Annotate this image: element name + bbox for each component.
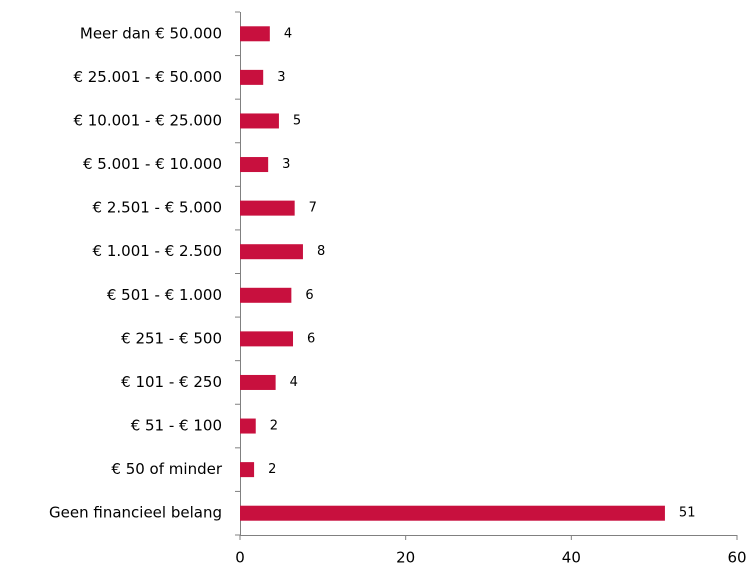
bar: [240, 505, 665, 521]
bar: [240, 113, 279, 129]
category-label: € 10.001 - € 25.000: [73, 111, 222, 129]
data-label: 5: [293, 113, 301, 128]
data-label: 6: [307, 331, 315, 346]
data-label: 51: [679, 506, 696, 521]
category-label: € 5.001 - € 10.000: [83, 155, 222, 173]
data-label: 3: [282, 157, 290, 172]
x-tick-label: 20: [396, 549, 415, 567]
category-label: € 51 - € 100: [131, 417, 222, 435]
x-tick-label: 0: [235, 549, 245, 567]
bar: [240, 200, 295, 216]
x-tick-label: 40: [562, 549, 581, 567]
data-label: 8: [317, 244, 325, 259]
category-label: Geen financieel belang: [49, 504, 222, 522]
data-label: 7: [309, 201, 317, 216]
category-label: € 50 of minder: [111, 460, 222, 478]
category-label: € 101 - € 250: [121, 373, 222, 391]
data-label: 3: [277, 70, 285, 85]
category-label: € 251 - € 500: [121, 329, 222, 347]
bar: [240, 287, 292, 303]
bar: [240, 331, 294, 347]
bar: [240, 462, 255, 478]
data-label: 4: [290, 375, 298, 390]
bar: [240, 244, 303, 260]
bar: [240, 26, 270, 42]
category-label: € 25.001 - € 50.000: [73, 68, 222, 86]
bar: [240, 418, 256, 434]
bar: [240, 157, 269, 173]
data-label: 2: [270, 419, 278, 434]
data-label: 2: [268, 462, 276, 477]
category-label: € 1.001 - € 2.500: [93, 242, 222, 260]
bar: [240, 374, 276, 390]
category-label: Meer dan € 50.000: [80, 24, 222, 42]
data-label: 6: [305, 288, 313, 303]
x-tick-label: 60: [727, 549, 746, 567]
bar: [240, 69, 264, 85]
category-label: € 2.501 - € 5.000: [93, 199, 222, 217]
data-label: 4: [284, 26, 292, 41]
category-label: € 501 - € 1.000: [107, 286, 222, 304]
